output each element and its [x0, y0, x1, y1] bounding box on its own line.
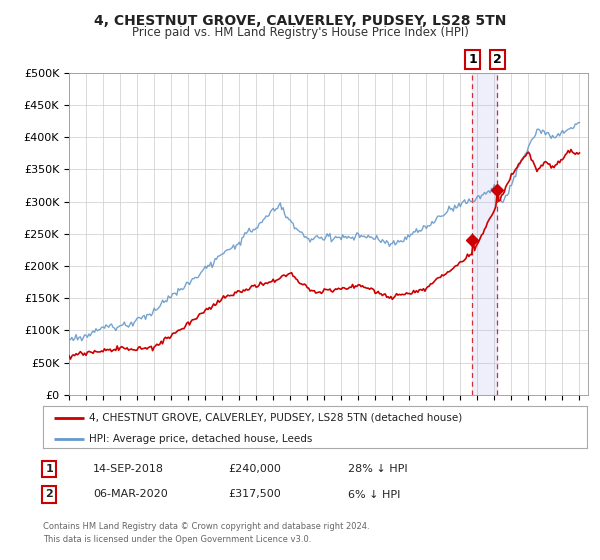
Text: £240,000: £240,000 [228, 464, 281, 474]
Text: 1: 1 [46, 464, 53, 474]
Text: This data is licensed under the Open Government Licence v3.0.: This data is licensed under the Open Gov… [43, 535, 311, 544]
Text: Price paid vs. HM Land Registry's House Price Index (HPI): Price paid vs. HM Land Registry's House … [131, 26, 469, 39]
Text: 28% ↓ HPI: 28% ↓ HPI [348, 464, 407, 474]
Bar [472, 73, 497, 395]
Text: 4, CHESTNUT GROVE, CALVERLEY, PUDSEY, LS28 5TN (detached house): 4, CHESTNUT GROVE, CALVERLEY, PUDSEY, LS… [89, 413, 463, 423]
Text: £317,500: £317,500 [228, 489, 281, 500]
Text: 6% ↓ HPI: 6% ↓ HPI [348, 489, 400, 500]
Text: 06-MAR-2020: 06-MAR-2020 [93, 489, 168, 500]
Text: 2: 2 [493, 53, 502, 67]
Text: 2: 2 [46, 489, 53, 500]
Text: HPI: Average price, detached house, Leeds: HPI: Average price, detached house, Leed… [89, 434, 313, 444]
Text: Contains HM Land Registry data © Crown copyright and database right 2024.: Contains HM Land Registry data © Crown c… [43, 522, 370, 531]
Text: 14-SEP-2018: 14-SEP-2018 [93, 464, 164, 474]
Text: 4, CHESTNUT GROVE, CALVERLEY, PUDSEY, LS28 5TN: 4, CHESTNUT GROVE, CALVERLEY, PUDSEY, LS… [94, 14, 506, 28]
Text: 1: 1 [468, 53, 477, 67]
